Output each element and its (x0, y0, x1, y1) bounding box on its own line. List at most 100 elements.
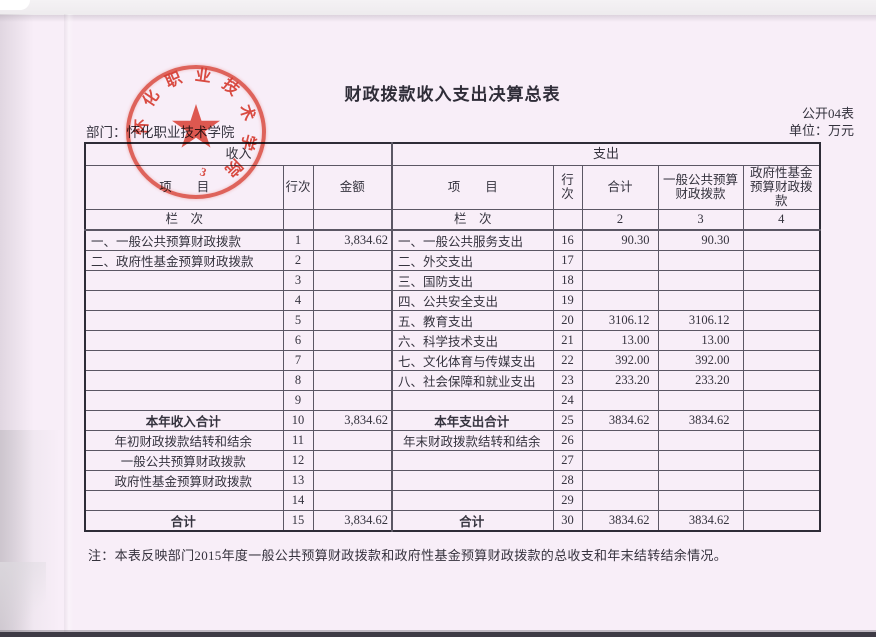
table-cell (312, 390, 393, 412)
income-section-header: 收入 (84, 142, 393, 166)
col-header-general-budget: 一般公共预算财政拨款 (657, 164, 744, 210)
table-cell (742, 270, 821, 292)
table-cell: 19 (552, 290, 583, 312)
table-cell (312, 290, 393, 312)
table-row: 8 八、社会保障和就业支出 23 233.20 233.20 (84, 370, 821, 392)
table-cell (742, 229, 821, 252)
table-cell (391, 470, 554, 492)
table-row: 14 29 (84, 490, 821, 512)
scan-bottom-shadow (0, 630, 876, 632)
table-cell: 3834.62 (581, 510, 659, 532)
table-cell: 9 (282, 390, 314, 412)
table-cell (391, 390, 554, 412)
table-cell: 12 (282, 450, 314, 472)
table-cell (84, 310, 284, 332)
table-cell: 233.20 (581, 370, 659, 392)
table-cell: 17 (552, 250, 583, 272)
table-cell (742, 350, 821, 372)
table-cell: 24 (552, 390, 583, 412)
table-cell (84, 290, 284, 312)
table-cell (84, 330, 284, 352)
table-cell: 1 (282, 229, 314, 252)
table-row: 本年收入合计 10 3,834.62 本年支出合计 25 3834.62 3834.62 (84, 410, 821, 432)
table-cell: 3 (282, 270, 314, 292)
table-row: 7 七、文化体育与传媒支出 22 392.00 392.00 (84, 350, 821, 372)
table-cell: 3106.12 (657, 310, 744, 332)
table-row: 政府性基金预算财政拨款 13 28 (84, 470, 821, 492)
table-cell (391, 490, 554, 512)
table-cell: 2 (282, 250, 314, 272)
table-row: 6 六、科学技术支出 21 13.00 13.00 (84, 330, 821, 352)
table-cell (581, 290, 659, 312)
section-header-row: 收入 支出 (84, 142, 821, 166)
col-header-item-left: 项 目 (84, 164, 284, 210)
expense-section-header: 支出 (391, 142, 821, 166)
table-cell (581, 450, 659, 472)
page-title: 财政拨款收入支出决算总表 (344, 85, 561, 104)
col-header-amount: 金额 (312, 164, 393, 210)
table-row: 9 24 (84, 390, 821, 412)
table-cell (742, 450, 821, 472)
table-cell (581, 390, 659, 412)
table-cell (742, 470, 821, 492)
col-number-2: 2 (581, 208, 659, 231)
column-number-row: 栏 次 栏 次 2 3 4 (84, 208, 821, 231)
table-cell: 7 (282, 350, 314, 372)
table-cell (84, 390, 284, 412)
table-cell (657, 490, 744, 512)
footnote: 注：本表反映部门2015年度一般公共预算财政拨款和政府性基金预算财政拨款的总收支… (88, 548, 728, 563)
table-cell: 3834.62 (581, 410, 659, 432)
table-cell: 6 (282, 330, 314, 352)
table-cell (742, 390, 821, 412)
table-cell: 23 (552, 370, 583, 392)
table-cell: 22 (552, 350, 583, 372)
table-cell: 3834.62 (657, 410, 744, 432)
table-cell (312, 310, 393, 332)
table-cell: 二、政府性基金预算财政拨款 (84, 250, 284, 272)
table-cell: 3,834.62 (312, 510, 393, 532)
table-cell (742, 330, 821, 352)
table-cell: 16 (552, 229, 583, 252)
table-cell: 5 (282, 310, 314, 332)
table-row: 5 五、教育支出 20 3106.12 3106.12 (84, 310, 821, 332)
table-cell (581, 430, 659, 452)
table-cell: 27 (552, 450, 583, 472)
table-cell (312, 470, 393, 492)
table-cell (657, 430, 744, 452)
table-cell (657, 290, 744, 312)
col-header-total: 合计 (581, 164, 659, 210)
col-number-3: 3 (657, 208, 744, 231)
table-row: 年初财政拨款结转和结余 11 年末财政拨款结转和结余 26 (84, 430, 821, 452)
table-cell (742, 490, 821, 512)
table-cell (581, 270, 659, 292)
table-cell (742, 430, 821, 452)
table-cell: 30 (552, 510, 583, 532)
department-label: 部门：怀化职业技术学院 (86, 125, 235, 140)
col-header-gov-fund: 政府性基金预算财政拨款 (742, 164, 821, 210)
table-cell (742, 370, 821, 392)
table-body: 一、一般公共预算财政拨款 1 3,834.62 一、一般公共服务支出 16 90.30 90… (84, 229, 821, 532)
unit-label: 单位：万元 (788, 123, 854, 138)
table-cell: 政府性基金预算财政拨款 (84, 470, 284, 492)
table-cell: 一、一般公共服务支出 (391, 229, 554, 252)
table-row: 二、政府性基金预算财政拨款 2 二、外交支出 17 (84, 250, 821, 272)
scan-top-shadow (0, 15, 876, 22)
table-cell (312, 330, 393, 352)
table-cell (657, 390, 744, 412)
table-cell (312, 370, 393, 392)
table-cell (657, 450, 744, 472)
table-cell: 8 (282, 370, 314, 392)
scan-page-curl-corner (0, 562, 46, 632)
table-row: 3 三、国防支出 18 (84, 270, 821, 292)
table-cell: 13.00 (657, 330, 744, 352)
table-cell (312, 270, 393, 292)
table-cell: 七、文化体育与传媒支出 (391, 350, 554, 372)
table-cell: 10 (282, 410, 314, 432)
table-cell: 年初财政拨款结转和结余 (84, 430, 284, 452)
lanci-left-label: 栏 次 (84, 208, 284, 231)
table-cell (581, 250, 659, 272)
table-cell: 本年收入合计 (84, 410, 284, 432)
table-cell (84, 370, 284, 392)
table-code-label: 公开04表 (801, 106, 854, 121)
